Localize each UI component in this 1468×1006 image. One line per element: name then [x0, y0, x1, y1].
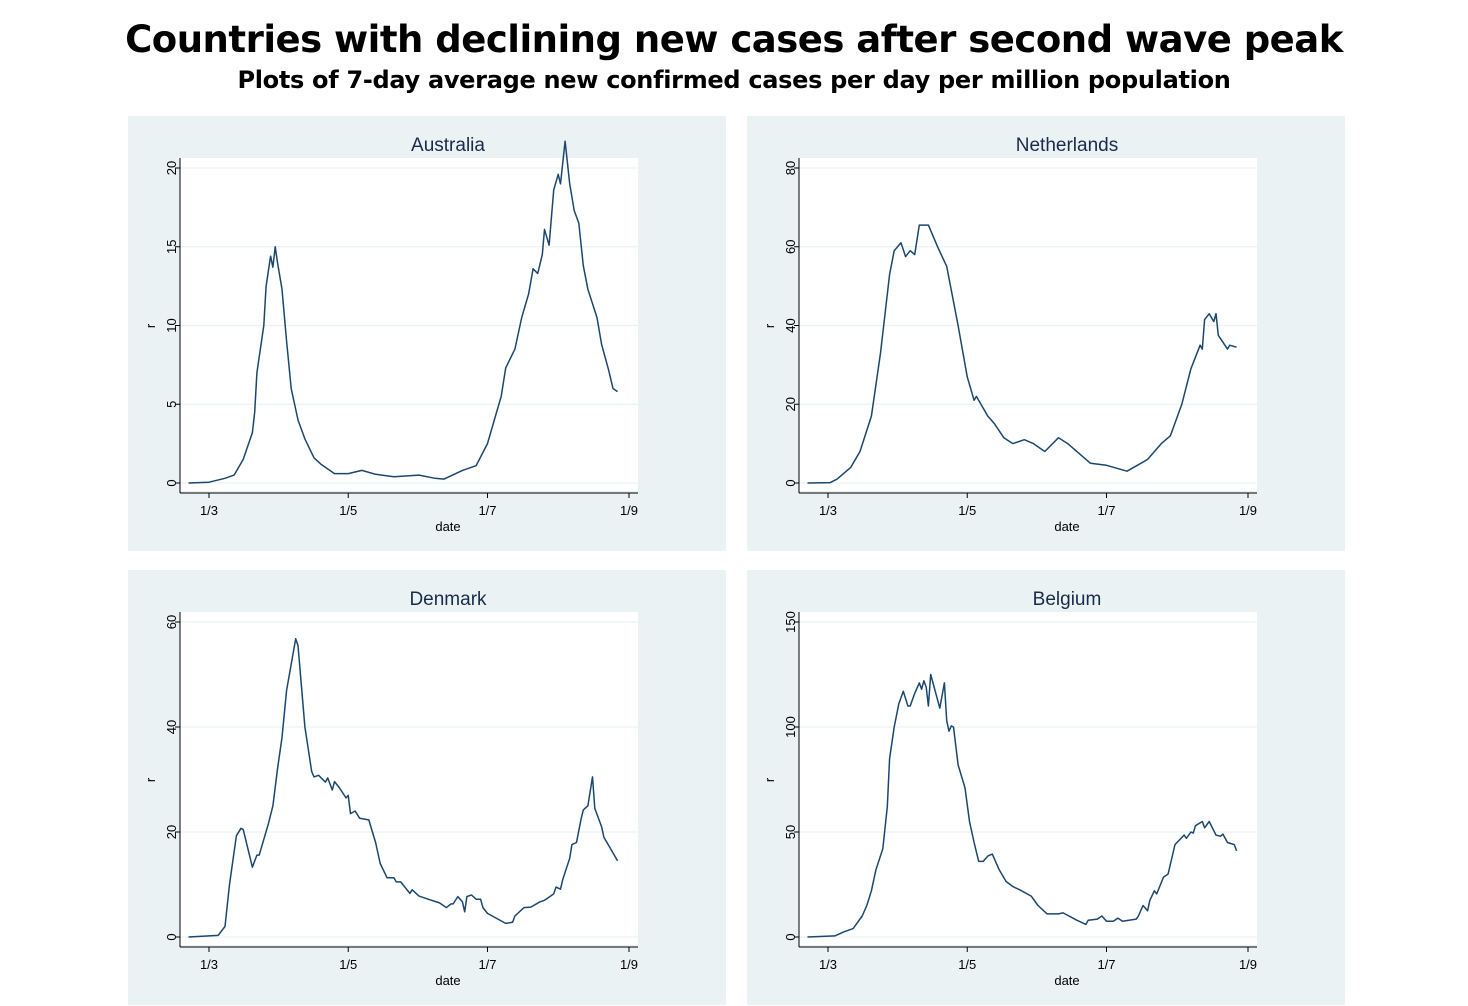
series-line	[807, 224, 1237, 484]
x-tick-label: 1/3	[200, 957, 218, 972]
x-tick-label: 1/3	[819, 957, 837, 972]
panel-netherlands: Netherlands 0 20 40 60 80 1/3 1/5 1/7 1/9 date r	[747, 116, 1345, 551]
series-line	[188, 140, 619, 484]
panel-denmark: Denmark 0 20 40 60 1/3 1/5 1/7 1/9 date r	[128, 570, 726, 1005]
y-tick-label: 100	[783, 716, 798, 738]
x-axis-label: date	[435, 519, 460, 534]
y-axis-label: r	[143, 777, 158, 782]
y-tick-label: 10	[164, 318, 179, 332]
y-tick-label: 15	[164, 240, 179, 254]
y-tick-label: 0	[783, 933, 798, 940]
y-axis-label: r	[143, 323, 158, 328]
x-tick-label: 1/7	[1097, 957, 1115, 972]
x-tick-label: 1/9	[1239, 503, 1257, 518]
figure-subtitle: Plots of 7-day average new confirmed cas…	[237, 66, 1231, 94]
plot-area	[180, 158, 638, 491]
plot-area	[799, 158, 1257, 491]
y-tick-label: 5	[164, 401, 179, 408]
y-tick-label: 20	[164, 161, 179, 175]
y-tick-label: 40	[164, 720, 179, 734]
x-tick-label: 1/5	[339, 503, 357, 518]
series-line	[807, 673, 1238, 938]
chart-denmark: Denmark 0 20 40 60 1/3 1/5 1/7 1/9 date r	[143, 589, 638, 988]
panel-title: Netherlands	[1016, 135, 1118, 156]
y-tick-label: 20	[164, 825, 179, 839]
y-tick-label: 60	[783, 240, 798, 254]
chart-belgium: Belgium 0 50 100 150 1/3 1/5 1/7 1/9 date r	[762, 589, 1257, 988]
x-tick-label: 1/5	[958, 503, 976, 518]
x-tick-label: 1/7	[478, 957, 496, 972]
chart-netherlands: Netherlands 0 20 40 60 80 1/3 1/5 1/7 1/9 date r	[762, 135, 1257, 534]
x-tick-label: 1/9	[1239, 957, 1257, 972]
x-tick-label: 1/3	[200, 503, 218, 518]
panel-belgium: Belgium 0 50 100 150 1/3 1/5 1/7 1/9 date r	[747, 570, 1345, 1005]
x-axis-label: date	[1054, 519, 1079, 534]
figure-title: Countries with declining new cases after…	[125, 18, 1343, 61]
panel-title: Denmark	[409, 589, 487, 610]
panel-title: Belgium	[1033, 589, 1102, 610]
chart-australia: Australia 0 5 10 15 20 1/3 1/5 1/7 1/9 date r	[143, 135, 638, 534]
x-tick-label: 1/7	[1097, 503, 1115, 518]
plot-area	[799, 612, 1257, 945]
y-tick-label: 40	[783, 318, 798, 332]
y-tick-label: 0	[164, 479, 179, 486]
x-tick-label: 1/9	[620, 957, 638, 972]
x-tick-label: 1/7	[478, 503, 496, 518]
x-tick-label: 1/3	[819, 503, 837, 518]
plot-area	[180, 612, 638, 945]
y-tick-label: 0	[783, 479, 798, 486]
panel-australia: Australia 0 5 10 15 20 1/3 1/5 1/7 1/9 date r	[128, 116, 726, 551]
y-tick-label: 80	[783, 161, 798, 175]
y-axis-label: r	[762, 777, 777, 782]
x-tick-label: 1/9	[620, 503, 638, 518]
panel-title: Australia	[411, 135, 485, 156]
y-tick-label: 50	[783, 825, 798, 839]
x-tick-label: 1/5	[958, 957, 976, 972]
y-axis-label: r	[762, 323, 777, 328]
x-axis-label: date	[1054, 973, 1079, 988]
y-tick-label: 60	[164, 615, 179, 629]
x-axis-label: date	[435, 973, 460, 988]
y-tick-label: 150	[783, 611, 798, 633]
x-tick-label: 1/5	[339, 957, 357, 972]
y-tick-label: 20	[783, 397, 798, 411]
y-tick-label: 0	[164, 933, 179, 940]
series-line	[188, 638, 619, 938]
